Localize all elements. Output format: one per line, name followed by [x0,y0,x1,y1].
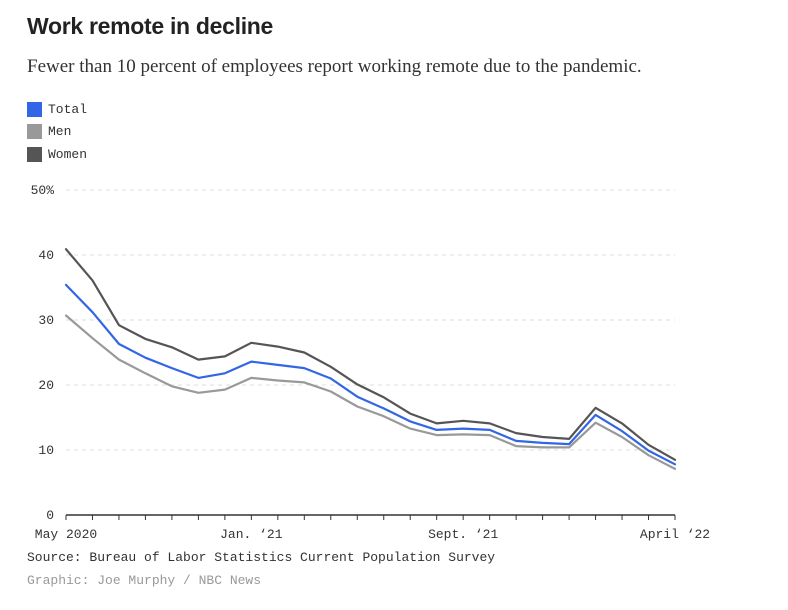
x-tick-label: May 2020 [35,527,97,542]
legend-item-men: Men [27,121,87,144]
line-chart: 0 10 20 30 40 50% May 2020 Jan. ‘21 Sept. ‘21 Apr… [31,183,711,542]
legend-swatch-women [27,146,42,162]
series-line-men [64,314,677,470]
legend: Total Men Women [27,98,87,166]
legend-label-women: Women [48,146,88,162]
legend-swatch-men [27,124,42,140]
y-tick-label: 30 [38,313,54,328]
legend-label-total: Total [48,101,88,117]
chart-subtitle: Fewer than 10 percent of employees repor… [27,56,642,77]
legend-swatch-total [27,101,42,117]
legend-label-men: Men [48,124,72,140]
y-tick-label: 10 [38,443,54,458]
y-tick-label: 20 [38,378,54,393]
y-tick-label: 40 [38,248,54,263]
legend-item-total: Total [27,98,87,121]
graphic-credit: Graphic: Joe Murphy / NBC News [27,573,262,588]
series-line-total [64,283,677,466]
x-tick-label: Jan. ‘21 [220,527,283,542]
series-line-women [64,248,677,461]
y-tick-label: 50% [31,183,55,198]
x-tick-label: Sept. ‘21 [428,527,498,542]
legend-item-women: Women [27,143,87,166]
x-tick-label: April ‘22 [640,527,710,542]
y-tick-label: 0 [46,508,54,523]
chart-title: Work remote in decline [27,13,274,39]
source-note: Source: Bureau of Labor Statistics Curre… [27,550,496,565]
